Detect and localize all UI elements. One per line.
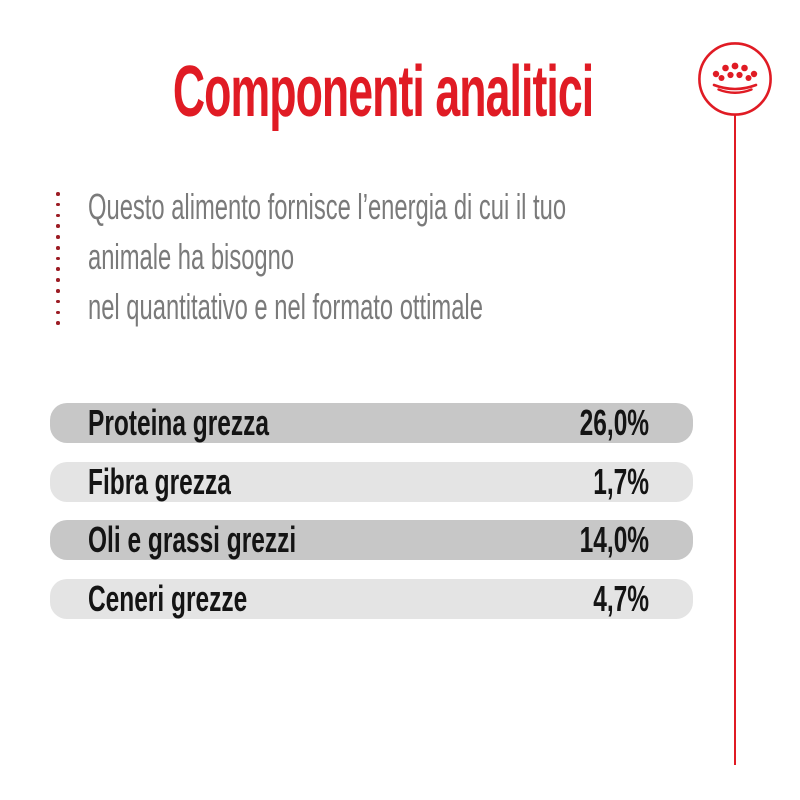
component-label: Ceneri grezze <box>88 578 248 620</box>
component-value: 26,0% <box>579 402 649 443</box>
page-title-text: Componenti analitici <box>172 52 594 132</box>
vertical-divider-line <box>734 115 736 765</box>
intro-line: Questo alimento fornisce l’energia di cu… <box>88 186 567 227</box>
dotted-accent-line <box>56 192 60 325</box>
table-row: Ceneri grezze 4,7% <box>50 578 693 620</box>
component-value: 4,7% <box>593 578 649 620</box>
table-row: Oli e grassi grezzi 14,0% <box>50 519 693 561</box>
brand-logo <box>697 41 773 117</box>
table-row: Fibra grezza 1,7% <box>50 460 693 502</box>
table-row: Proteina grezza 26,0% <box>50 403 693 443</box>
analytical-components-table: Proteina grezza 26,0% Fibra grezza 1,7% … <box>50 403 693 638</box>
component-label: Oli e grassi grezzi <box>88 519 297 561</box>
page-title: Componenti analitici <box>0 56 766 128</box>
intro-line: animale ha bisogno <box>88 236 295 277</box>
component-label: Fibra grezza <box>88 460 231 502</box>
intro-paragraph: Questo alimento fornisce l’energia di cu… <box>88 182 800 332</box>
component-value: 1,7% <box>593 460 649 502</box>
component-value: 14,0% <box>579 519 649 561</box>
component-label: Proteina grezza <box>88 402 269 443</box>
royal-canin-crown-icon <box>698 42 772 116</box>
intro-line: nel quantitativo e nel formato ottimale <box>88 286 483 327</box>
